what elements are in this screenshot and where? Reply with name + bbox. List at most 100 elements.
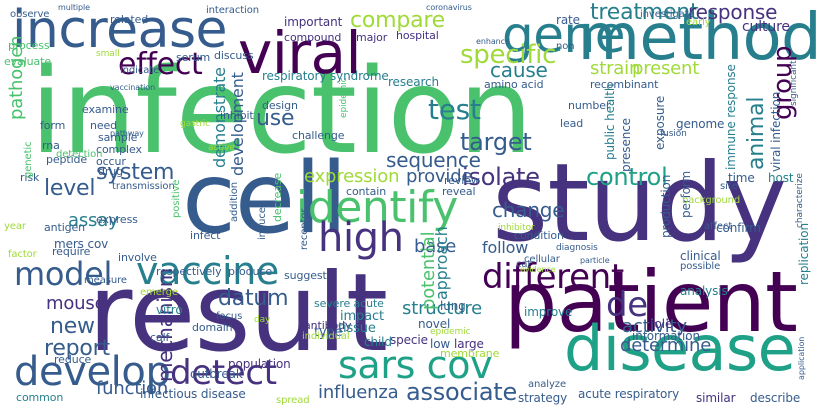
word-peptide: peptide bbox=[46, 153, 88, 166]
word-identify: identify bbox=[296, 182, 458, 233]
word-interaction: interaction bbox=[206, 5, 259, 16]
word-complex: complex bbox=[96, 143, 142, 156]
word-impact: impact bbox=[340, 309, 384, 324]
word-evidence: evidence bbox=[520, 265, 556, 274]
word-number: number bbox=[568, 99, 611, 112]
word-tissue: tissue bbox=[338, 321, 376, 336]
word-hospital: hospital bbox=[396, 29, 439, 42]
word-type: type bbox=[314, 325, 343, 340]
word-factor: factor bbox=[8, 249, 37, 260]
word-structure: structure bbox=[402, 298, 483, 319]
word-respiratory-syndrome: respiratory syndrome bbox=[262, 69, 389, 83]
word-compare: compare bbox=[350, 8, 445, 33]
word-characterize: characterize bbox=[795, 173, 805, 228]
word-challenge: challenge bbox=[292, 129, 345, 142]
word-low: low bbox=[430, 337, 451, 351]
word-membrane: membrane bbox=[440, 347, 500, 360]
word-strain: strain bbox=[590, 58, 641, 79]
word-vitro: vitro bbox=[156, 303, 183, 317]
word-develop: develop bbox=[14, 349, 171, 395]
word-condition: condition bbox=[514, 229, 564, 242]
word-gastric: gastric bbox=[180, 119, 210, 129]
word-emerge: emerge bbox=[140, 287, 178, 298]
word-mouse: mouse bbox=[46, 293, 106, 314]
word-detect: detect bbox=[170, 353, 277, 393]
word-active: active bbox=[208, 143, 235, 153]
word-replication: replication bbox=[797, 223, 811, 285]
word-calf: calf bbox=[150, 331, 170, 344]
word-measure: measure bbox=[84, 275, 127, 286]
word-genetic: genetic bbox=[23, 141, 34, 179]
word-affect: affect bbox=[704, 221, 733, 232]
word-related: related bbox=[110, 13, 149, 26]
word-particle: particle bbox=[580, 256, 610, 265]
word-indicate: indicate bbox=[120, 65, 160, 76]
word-cause: cause bbox=[490, 58, 548, 82]
word-rna: rna bbox=[42, 139, 60, 152]
word-reveal: reveal bbox=[442, 185, 476, 198]
word-produce: produce bbox=[228, 265, 272, 278]
word-potential: potential bbox=[418, 231, 439, 310]
word-application: application bbox=[797, 336, 806, 380]
word-information: information bbox=[632, 329, 700, 343]
word-control: control bbox=[586, 163, 668, 191]
word-require: require bbox=[52, 245, 91, 258]
word-important: important bbox=[284, 15, 343, 29]
word-analysis: analysis bbox=[680, 284, 728, 298]
word-viral: viral bbox=[238, 19, 362, 87]
word-examine: examine bbox=[82, 103, 129, 116]
word-mechanism: mechanism bbox=[153, 267, 177, 382]
word-detection: detection bbox=[56, 149, 103, 160]
word-drug: drug bbox=[98, 165, 124, 178]
word-effect: effect bbox=[118, 47, 203, 82]
word-follow: follow bbox=[482, 238, 529, 257]
word-sequence: sequence bbox=[386, 148, 481, 172]
word-culture: culture bbox=[742, 19, 790, 35]
word-gene: gene bbox=[502, 6, 625, 64]
word-respectively: respectively bbox=[156, 265, 222, 278]
word-risk: risk bbox=[20, 171, 40, 184]
word-similar: similar bbox=[696, 391, 736, 405]
word-infectious-disease: infectious disease bbox=[140, 387, 246, 401]
word-review: review bbox=[444, 174, 480, 187]
word-system: system bbox=[96, 160, 175, 185]
word-strategy: strategy bbox=[518, 391, 568, 405]
word-isolate: isolate bbox=[462, 163, 540, 191]
word-public-health: public health bbox=[603, 83, 617, 160]
word-antibody: antibody bbox=[304, 319, 352, 332]
word-multiple: multiple bbox=[58, 3, 91, 12]
word-enhance: enhance bbox=[476, 37, 510, 46]
word-contain: contain bbox=[346, 185, 387, 198]
word-inhibitor: inhibitor bbox=[498, 223, 535, 233]
word-time: time bbox=[728, 171, 755, 185]
word-induce: induce bbox=[257, 207, 268, 240]
word-function: function bbox=[96, 378, 169, 399]
word-diagnosis: diagnosis bbox=[556, 243, 598, 253]
word-investigate: investigate bbox=[640, 9, 695, 20]
word-describe: describe bbox=[750, 391, 801, 405]
word-pathway: pathway bbox=[110, 129, 144, 138]
word-use: use bbox=[256, 106, 295, 131]
word-design: design bbox=[262, 99, 298, 112]
word-influenza: influenza bbox=[318, 382, 399, 403]
word-expression: expression bbox=[304, 166, 400, 187]
word-infection: infection bbox=[30, 42, 533, 180]
word-inhibit: inhibit bbox=[220, 109, 254, 122]
word-model: model bbox=[14, 255, 113, 293]
word-assay: assay bbox=[68, 210, 119, 231]
word-compound: compound bbox=[284, 31, 342, 44]
word-role: role bbox=[650, 317, 673, 331]
word-base: base bbox=[414, 236, 457, 257]
word-express: express bbox=[96, 213, 138, 226]
word-early: early bbox=[686, 17, 711, 28]
word-clinical: clinical bbox=[680, 249, 721, 263]
word-population: population bbox=[228, 357, 291, 371]
word-genome: genome bbox=[676, 117, 725, 131]
word-discuss: discuss bbox=[214, 49, 254, 62]
word-epidemic: epidemic bbox=[339, 77, 349, 119]
word-year: year bbox=[4, 221, 26, 232]
word-observe: observe bbox=[10, 9, 50, 20]
word-domain: domain bbox=[192, 321, 233, 334]
word-development: development bbox=[228, 72, 247, 176]
